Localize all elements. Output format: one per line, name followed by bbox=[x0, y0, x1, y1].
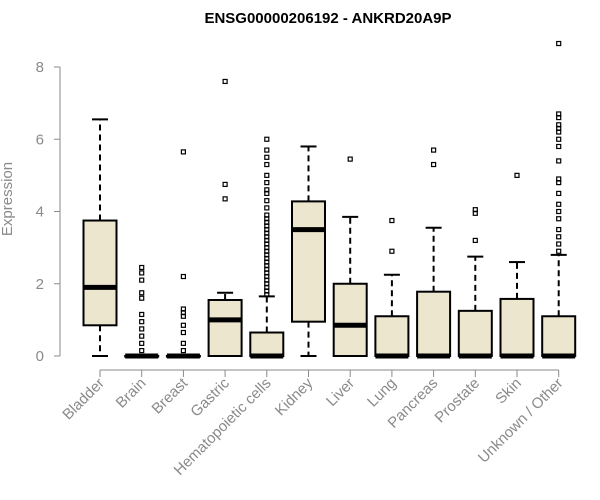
box-breast bbox=[165, 149, 201, 359]
outlier-point bbox=[431, 147, 437, 153]
iqr-box bbox=[82, 219, 118, 327]
iqr-box bbox=[374, 315, 410, 358]
iqr-box bbox=[499, 297, 535, 357]
iqr-box bbox=[541, 315, 577, 358]
outlier-point bbox=[139, 326, 145, 332]
iqr-box bbox=[207, 299, 243, 358]
outlier-point bbox=[472, 237, 478, 243]
outlier-point bbox=[139, 264, 145, 271]
boxes bbox=[82, 40, 577, 359]
outlier-point bbox=[556, 201, 562, 207]
outlier-point bbox=[180, 340, 186, 346]
outlier-point bbox=[347, 156, 353, 162]
outlier-point bbox=[139, 270, 145, 276]
outlier-point bbox=[180, 329, 186, 336]
outlier-point bbox=[264, 172, 270, 178]
outlier-point bbox=[514, 172, 520, 178]
outlier-point bbox=[264, 147, 270, 153]
outlier-point bbox=[264, 154, 270, 160]
box-liver bbox=[332, 156, 368, 357]
outlier-point bbox=[556, 216, 562, 222]
outlier-point bbox=[180, 306, 186, 312]
outlier-point bbox=[139, 319, 145, 325]
iqr-box bbox=[332, 282, 368, 357]
outlier-point bbox=[556, 248, 562, 254]
y-tick-label: 0 bbox=[36, 348, 44, 365]
x-category-label: Bladder bbox=[59, 375, 108, 424]
outlier-point bbox=[139, 311, 145, 318]
outlier-point bbox=[180, 149, 186, 155]
outlier-point bbox=[264, 198, 270, 204]
outlier-point bbox=[139, 277, 145, 283]
outlier-point bbox=[180, 273, 186, 280]
outlier-point bbox=[556, 190, 562, 197]
iqr-box bbox=[457, 309, 493, 357]
outlier-point bbox=[556, 158, 562, 164]
outlier-point bbox=[556, 241, 562, 247]
box-kidney bbox=[291, 145, 326, 357]
iqr-box bbox=[249, 331, 285, 357]
box-hematopoietic-cells bbox=[249, 136, 285, 359]
outlier-point bbox=[556, 111, 562, 117]
outlier-point bbox=[472, 207, 478, 213]
outlier-point bbox=[389, 248, 395, 254]
outlier-point bbox=[139, 347, 145, 354]
outlier-point bbox=[556, 208, 562, 215]
outlier-point bbox=[431, 161, 437, 168]
outlier-point bbox=[264, 180, 270, 186]
y-axis-label: Expression bbox=[0, 162, 16, 236]
x-category-label: Breast bbox=[149, 374, 192, 417]
outlier-point bbox=[139, 340, 145, 346]
iqr-box bbox=[291, 200, 326, 323]
outlier-point bbox=[556, 143, 562, 150]
outlier-point bbox=[139, 295, 145, 301]
x-category-label: Skin bbox=[492, 375, 525, 408]
outlier-point bbox=[264, 212, 270, 218]
outlier-point bbox=[556, 136, 562, 142]
box-unknown-other bbox=[541, 40, 577, 359]
box-pancreas bbox=[416, 147, 452, 359]
outlier-point bbox=[222, 78, 228, 85]
x-category-label: Prostate bbox=[432, 375, 484, 427]
outlier-point bbox=[556, 226, 562, 233]
outlier-point bbox=[556, 234, 562, 240]
outlier-point bbox=[556, 40, 562, 47]
outlier-point bbox=[556, 176, 562, 182]
box-skin bbox=[499, 172, 535, 359]
box-brain bbox=[124, 264, 160, 359]
outlier-point bbox=[264, 161, 270, 168]
iqr-box bbox=[416, 290, 452, 358]
outlier-point bbox=[180, 347, 186, 354]
outlier-point bbox=[264, 187, 270, 193]
box-lung bbox=[374, 217, 410, 359]
y-tick-label: 2 bbox=[36, 276, 44, 293]
chart-title: ENSG00000206192 - ANKRD20A9P bbox=[204, 10, 451, 27]
x-category-label: Liver bbox=[323, 375, 358, 410]
box-prostate bbox=[457, 207, 493, 359]
outlier-point bbox=[222, 181, 228, 188]
x-category-label: Brain bbox=[113, 375, 150, 412]
outlier-point bbox=[139, 290, 145, 296]
y-tick-label: 6 bbox=[36, 131, 44, 148]
outlier-point bbox=[264, 136, 270, 142]
outlier-point bbox=[556, 122, 562, 128]
box-bladder bbox=[82, 118, 118, 357]
outlier-point bbox=[389, 217, 395, 224]
y-tick-label: 4 bbox=[36, 204, 44, 221]
y-tick-label: 8 bbox=[36, 59, 44, 76]
box-gastric bbox=[207, 78, 243, 358]
outlier-point bbox=[222, 196, 228, 202]
x-category-label: Kidney bbox=[272, 374, 317, 419]
outlier-point bbox=[264, 205, 270, 211]
outlier-point bbox=[180, 322, 186, 328]
outlier-point bbox=[139, 333, 145, 339]
x-category-label: Lung bbox=[364, 375, 400, 411]
